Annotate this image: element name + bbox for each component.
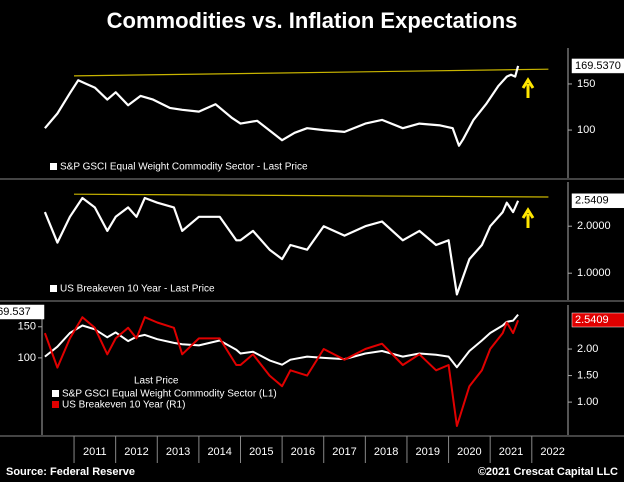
last-value-box [571,58,624,74]
legend-swatch [50,163,57,170]
y-tick-label: 100 [18,352,36,364]
x-tick-label: 2012 [124,446,148,458]
y2-tick-label: 2.00 [577,343,598,355]
x-tick-label: 2017 [332,446,356,458]
legend-swatch [52,401,59,408]
x-tick-label: 2018 [374,446,398,458]
x-tick-label: 2019 [416,446,440,458]
line [43,196,520,296]
y-tick-label: 150 [577,78,595,90]
last-value-label: 2.5409 [575,314,609,326]
line [73,193,549,198]
legend-label: S&P GSCI Equal Weight Commodity Sector -… [60,162,308,173]
legend-label: S&P GSCI Equal Weight Commodity Sector (… [62,389,277,400]
x-tick-label: 2020 [457,446,481,458]
last-value-box [571,312,624,328]
x-tick-label: 2021 [499,446,523,458]
legend-swatch [52,390,59,397]
last-value-label: 169.537 [0,306,31,318]
last-value-box [0,304,45,320]
y-tick-label: 100 [577,124,595,136]
source: Source: Federal Reserve [6,466,135,478]
x-tick-label: 2014 [207,446,231,458]
legend-swatch [50,285,57,292]
copyright: ©2021 Crescat Capital LLC [478,466,618,478]
arrow [521,77,535,98]
last-value-box [571,193,624,209]
y-tick-label: 1.0000 [577,267,611,279]
y2-tick-label: 1.00 [577,396,598,408]
last-value-label: 169.5370 [575,60,621,72]
legend-label: US Breakeven 10 Year (R1) [62,400,185,411]
chart-title: Commodities vs. Inflation Expectations [107,8,518,33]
legend-title: Last Price [134,376,179,387]
legend-label: US Breakeven 10 Year - Last Price [60,284,215,295]
y2-tick-label: 1.50 [577,369,598,381]
y-tick-label: 150 [18,321,36,333]
x-tick-label: 2011 [83,446,107,458]
line [73,68,549,77]
x-tick-label: 2016 [291,446,315,458]
arrow [521,207,535,228]
y-tick-label: 2.0000 [577,220,611,232]
line [44,313,519,369]
x-tick-label: 2013 [166,446,190,458]
line [44,65,520,147]
line [43,316,520,427]
x-tick-label: 2022 [540,446,564,458]
last-value-label: 2.5409 [575,195,609,207]
x-tick-label: 2015 [249,446,273,458]
